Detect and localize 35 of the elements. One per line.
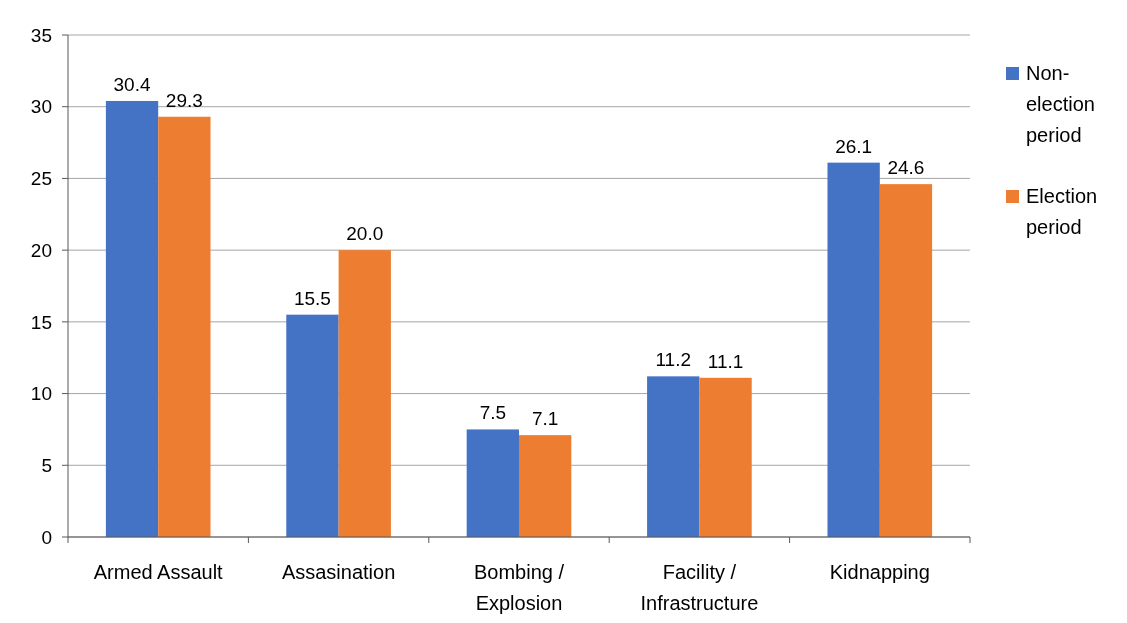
y-tick-label: 5 (41, 454, 52, 476)
data-label: 7.5 (479, 402, 507, 424)
data-label: 11.2 (655, 349, 692, 371)
legend-label: Election period (1026, 185, 1098, 238)
bar (158, 116, 211, 537)
legend-label: Non-election period (1026, 62, 1095, 146)
bar (827, 162, 880, 537)
x-tick-label: Armed Assault (93, 561, 224, 583)
data-label: 20.0 (346, 223, 384, 245)
x-tick-label: Bombing / Explosion (473, 561, 565, 614)
data-label: 24.6 (887, 157, 925, 179)
y-tick-label: 15 (30, 311, 52, 333)
y-tick-label: 25 (30, 168, 52, 190)
data-label: 11.1 (707, 350, 744, 372)
bar (879, 184, 933, 537)
y-tick-label: 35 (30, 24, 52, 46)
bar (338, 250, 391, 537)
y-tick-label: 30 (30, 96, 52, 118)
x-tick-label: Kidnapping (829, 561, 930, 583)
bar (699, 377, 752, 537)
y-tick-label: 0 (41, 526, 52, 548)
data-label: 15.5 (293, 287, 331, 309)
x-tick-label: Assasination (281, 561, 396, 583)
data-label: 29.3 (165, 89, 203, 111)
bar (647, 376, 700, 537)
bar (466, 429, 519, 537)
bar (519, 435, 572, 537)
y-tick-label: 10 (30, 383, 52, 405)
bar (105, 100, 159, 537)
x-tick-label: Facility / Infrastructure (640, 561, 759, 614)
data-label: 7.1 (531, 408, 559, 430)
data-label: 26.1 (835, 135, 873, 157)
y-tick-label: 20 (30, 239, 52, 261)
bar (286, 314, 339, 537)
data-label: 30.4 (113, 73, 151, 95)
